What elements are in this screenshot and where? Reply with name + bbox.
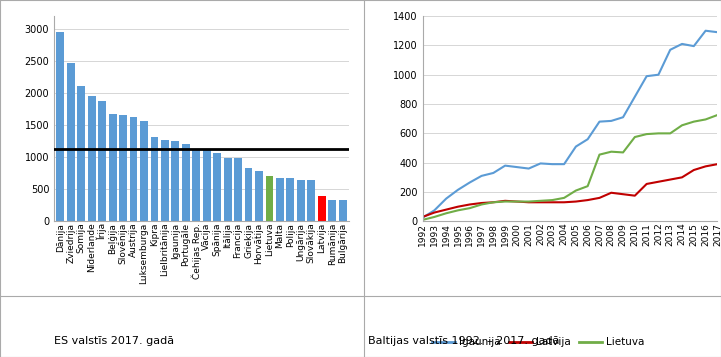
Bar [130,117,138,221]
Bar [328,200,336,221]
Bar [172,141,180,221]
Bar [119,116,127,221]
Text: Baltijas valstīs 1992. – 2017. gadā: Baltijas valstīs 1992. – 2017. gadā [368,336,559,346]
Bar [318,196,326,221]
Bar [161,140,169,221]
Bar [140,121,148,221]
Bar [88,96,96,221]
Bar [265,176,273,221]
Text: ES valstīs 2017. gadā: ES valstīs 2017. gadā [54,336,174,346]
Bar [224,158,231,221]
Bar [276,178,284,221]
Bar [67,63,75,221]
Bar [98,101,106,221]
Bar [234,158,242,221]
Bar [77,86,85,221]
Bar [203,150,211,221]
Bar [56,32,64,221]
Bar [244,168,252,221]
Bar [297,180,305,221]
Legend: Igaunija, Latvija, Lietuva: Igaunija, Latvija, Lietuva [428,333,649,352]
Bar [193,150,200,221]
Bar [255,171,263,221]
Bar [213,154,221,221]
Bar [286,178,294,221]
Bar [151,137,159,221]
Bar [182,144,190,221]
Bar [307,180,315,221]
Bar [109,114,117,221]
Bar [339,200,347,221]
